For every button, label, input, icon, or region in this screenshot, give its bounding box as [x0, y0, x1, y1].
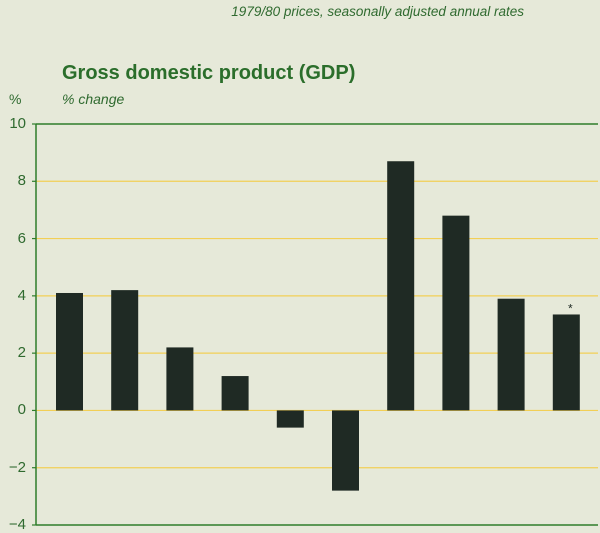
y-axis-label: % change	[62, 91, 125, 107]
y-tick-label-4: 2	[17, 344, 26, 362]
y-tick-label-2: 6	[17, 229, 26, 247]
chart-note: 1979/80 prices, seasonally adjusted annu…	[231, 4, 524, 19]
y-tick-label-1: 8	[17, 172, 26, 190]
y-axis-unit: %	[9, 91, 22, 107]
bar-3	[221, 376, 249, 411]
bar-6	[387, 161, 415, 411]
bar-annotation-0: *	[568, 301, 573, 315]
y-tick-label-5: 0	[17, 401, 26, 419]
y-tick-label-6: −2	[8, 458, 26, 476]
bar-7	[442, 215, 470, 411]
y-tick-label-7: −4	[8, 516, 26, 533]
chart-title: Gross domestic product (GDP)	[62, 62, 356, 84]
bar-1	[111, 290, 139, 411]
bar-5	[332, 410, 359, 491]
bar-4	[276, 410, 304, 428]
y-tick-label-3: 4	[17, 286, 26, 304]
bar-2	[166, 347, 194, 411]
bar-8	[497, 298, 525, 411]
bar-0	[56, 292, 83, 411]
bar-9	[552, 314, 580, 411]
y-tick-label-0: 10	[9, 115, 26, 132]
